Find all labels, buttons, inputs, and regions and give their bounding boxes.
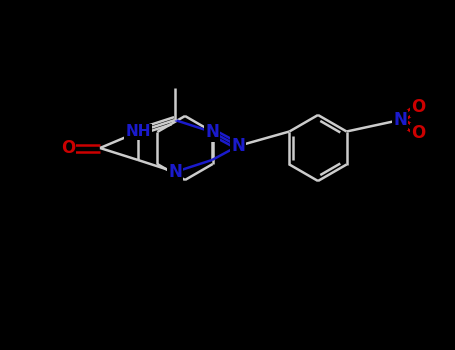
Text: O: O bbox=[411, 124, 425, 142]
Text: N: N bbox=[168, 163, 182, 181]
Text: N: N bbox=[231, 137, 245, 155]
Text: O: O bbox=[411, 98, 425, 116]
Text: NH: NH bbox=[125, 125, 151, 140]
Text: O: O bbox=[61, 139, 75, 157]
Text: N: N bbox=[205, 123, 219, 141]
Text: N: N bbox=[393, 111, 407, 129]
